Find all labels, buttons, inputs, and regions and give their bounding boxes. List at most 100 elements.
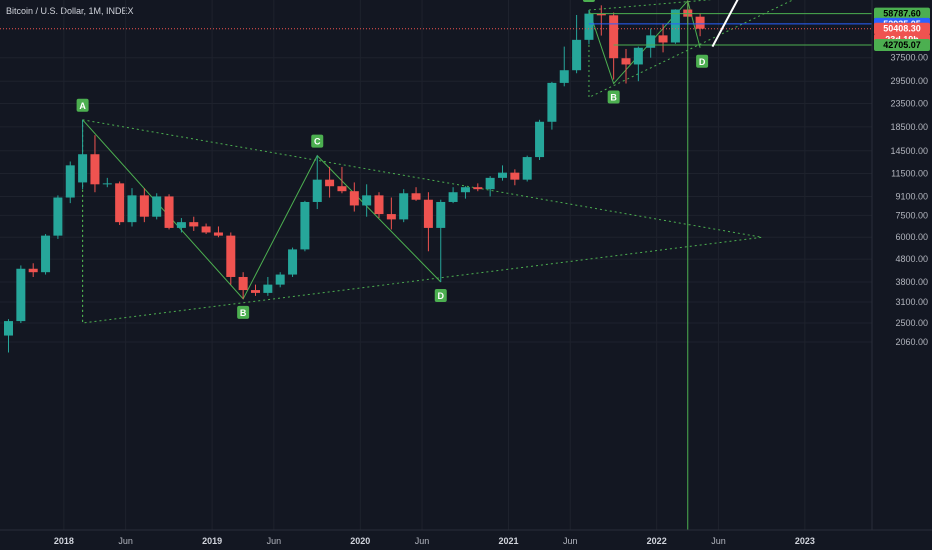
candle-body <box>53 197 63 236</box>
y-tick-label: 18500.00 <box>890 122 928 132</box>
y-tick-label: 6000.00 <box>895 232 928 242</box>
time-axis[interactable]: 2018 Jun 2019 Jun 2020 Jun 2021 Jun 2022 Jun 2023 <box>0 529 932 546</box>
candle-body <box>460 187 470 193</box>
pattern-point-label: B <box>240 308 247 318</box>
candle-body <box>547 82 557 122</box>
pattern-point-label: A <box>586 0 593 1</box>
y-tick-label: 3100.00 <box>895 297 928 307</box>
candle-body <box>16 268 26 322</box>
candle-body <box>411 193 421 200</box>
y-tick-label: 37500.00 <box>890 53 928 63</box>
candle-body <box>609 15 619 59</box>
candle-body <box>485 177 495 190</box>
pattern-point-label: D <box>699 57 706 67</box>
chart-title: Bitcoin / U.S. Dollar, 1M, INDEX <box>6 6 134 16</box>
pattern-point-label: B <box>610 93 617 103</box>
candle-body <box>695 16 705 29</box>
x-tick-label: Jun <box>267 536 282 546</box>
pattern-point-label: D <box>438 291 445 301</box>
price-tag <box>874 38 930 51</box>
candle-body <box>263 284 273 293</box>
candle-body <box>423 199 433 228</box>
candle-body <box>288 249 298 275</box>
candle-body <box>102 183 112 185</box>
candle-body <box>201 226 211 233</box>
pattern-point-badge <box>696 54 709 68</box>
y-tick-label: 9100.00 <box>895 191 928 201</box>
x-tick-label: Jun <box>563 536 578 546</box>
candle-body <box>658 35 668 43</box>
candle-body <box>399 193 409 220</box>
candle-body <box>275 274 285 285</box>
y-tick-label: 11500.00 <box>891 169 928 179</box>
candle-body <box>251 290 260 293</box>
candle-body <box>325 179 335 187</box>
candle-body <box>670 9 680 43</box>
candle-body <box>238 276 248 291</box>
candle-body <box>189 222 199 227</box>
price-tag <box>874 7 930 20</box>
pattern-point-label: C <box>314 137 321 147</box>
price-axis[interactable]: 210000.00170000.00140000.00110000.009000… <box>871 0 928 530</box>
candle-body <box>41 235 51 273</box>
x-tick-label: Jun <box>118 536 133 546</box>
candle-body <box>152 196 162 217</box>
candles <box>4 0 705 353</box>
candle-body <box>90 154 100 185</box>
candle-body <box>559 70 569 83</box>
candle-body <box>633 47 643 65</box>
price-tag-label: 58787.60 <box>883 9 921 19</box>
grid-lines <box>0 0 872 530</box>
candle-body <box>300 201 310 250</box>
price-tag-label: 50408.30 <box>883 24 921 34</box>
y-tick-label: 2060.00 <box>895 337 928 347</box>
x-tick-label: 2022 <box>647 536 667 546</box>
candle-body <box>176 222 186 228</box>
candle-body <box>226 235 236 277</box>
x-tick-label: Jun <box>415 536 430 546</box>
y-tick-label: 7500.00 <box>895 210 928 220</box>
candle-body <box>436 201 446 228</box>
candle-body <box>337 186 347 192</box>
candle-body <box>28 268 38 273</box>
overlay-lines <box>0 0 872 530</box>
x-tick-label: 2021 <box>498 536 518 546</box>
y-tick-label: 29500.00 <box>890 76 928 86</box>
y-tick-label: 3800.00 <box>895 277 928 287</box>
x-tick-label: 2018 <box>54 536 74 546</box>
x-tick-label: 2020 <box>350 536 370 546</box>
candle-body <box>646 35 656 48</box>
candle-body <box>386 214 396 220</box>
price-tags: 58787.6052935.0550408.3023d 19h42705.07 <box>874 7 930 51</box>
candle-body <box>621 58 631 65</box>
projection-arrow <box>711 0 739 48</box>
y-tick-label: 2500.00 <box>895 318 928 328</box>
candle-body <box>164 196 174 228</box>
x-tick-label: 2019 <box>202 536 222 546</box>
candle-body <box>139 195 149 217</box>
candle-body <box>312 179 322 202</box>
candle-body <box>473 187 483 190</box>
pattern-point-label: A <box>79 101 86 111</box>
pattern-point-badge <box>582 0 595 3</box>
candle-body <box>362 195 372 206</box>
candle-body <box>498 172 507 178</box>
candle-body <box>78 154 88 183</box>
candle-body <box>596 13 606 16</box>
pattern-point-badge <box>237 305 250 319</box>
candle-body <box>448 192 458 202</box>
candle-body <box>510 172 520 180</box>
candle-body <box>349 191 359 206</box>
candle-body <box>535 121 545 158</box>
pattern-line <box>82 119 442 300</box>
candle-body <box>4 321 13 336</box>
pattern-point-badge <box>607 90 620 104</box>
candle-body <box>213 232 223 236</box>
candle-body <box>127 195 137 223</box>
pattern-dotted-line <box>588 0 794 99</box>
price-tag-label: 42705.07 <box>883 40 921 50</box>
pattern-point-badge <box>434 289 447 303</box>
y-tick-label: 14500.00 <box>890 146 928 156</box>
pattern-point-badge <box>311 134 324 148</box>
